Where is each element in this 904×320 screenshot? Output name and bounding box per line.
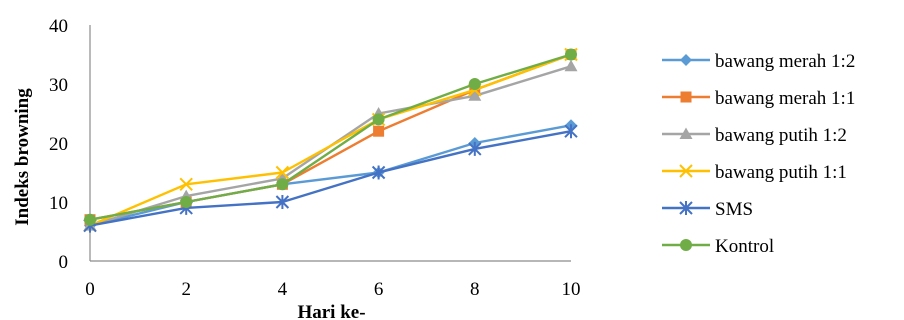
legend-label: bawang merah 1:2	[715, 51, 855, 72]
legend-item: bawang merah 1:1	[662, 88, 855, 109]
series-line	[89, 53, 572, 221]
data-point	[372, 113, 385, 126]
y-tick-label: 40	[49, 16, 68, 37]
x-tick-labels: 0 2 4 6 8 10	[85, 279, 580, 300]
legend-item: bawang putih 1:1	[662, 162, 847, 183]
x-axis-title: Hari ke-	[297, 302, 365, 320]
legend-marker	[679, 127, 693, 139]
data-point	[468, 78, 481, 90]
series-line	[89, 53, 572, 227]
y-tick-label: 10	[49, 193, 68, 214]
data-point	[468, 89, 482, 101]
legend-marker	[680, 54, 692, 66]
series-layer	[83, 47, 578, 233]
x-tick-label: 10	[562, 279, 581, 300]
data-point	[179, 177, 193, 192]
legend-label: bawang putih 1:2	[715, 125, 847, 146]
data-point	[276, 178, 289, 191]
data-point	[565, 48, 577, 61]
legend-label: bawang putih 1:1	[715, 162, 847, 183]
y-tick-label: 20	[49, 134, 68, 155]
y-tick-label: 0	[59, 252, 69, 273]
data-point	[468, 141, 482, 156]
legend-label: Kontrol	[715, 236, 774, 257]
data-point	[180, 196, 193, 208]
legend-label: SMS	[715, 199, 753, 220]
x-tick-label: 4	[278, 279, 288, 300]
data-point	[373, 125, 385, 137]
legend-marker	[679, 164, 693, 178]
data-point	[564, 59, 578, 72]
x-tick-label: 0	[85, 279, 95, 300]
y-axis-title: Indeks browning	[12, 88, 33, 226]
legend-marker	[679, 201, 693, 215]
x-tick-label: 2	[181, 279, 191, 300]
series-line	[89, 124, 572, 227]
legend-marker	[680, 239, 692, 251]
data-point	[275, 165, 290, 180]
legend: bawang merah 1:2 bawang merah 1:1 bawang p…	[662, 51, 855, 257]
data-point	[84, 213, 96, 226]
axes	[89, 25, 571, 262]
legend-item: bawang merah 1:2	[662, 51, 855, 72]
data-point	[275, 195, 290, 209]
series-kontrol	[84, 48, 577, 226]
x-tick-label: 6	[374, 279, 384, 300]
legend-item: Kontrol	[662, 236, 774, 257]
legend-label: bawang merah 1:1	[715, 88, 855, 109]
legend-marker	[680, 91, 692, 103]
legend-item: SMS	[662, 199, 753, 220]
data-point	[564, 124, 578, 139]
series-bawang-merah-1-2	[84, 119, 577, 232]
x-tick-label: 8	[470, 279, 480, 300]
legend-item: bawang putih 1:2	[662, 125, 847, 146]
y-tick-label: 30	[49, 75, 68, 96]
y-tick-labels: 0 10 20 30 40	[49, 16, 68, 273]
data-point	[371, 165, 386, 180]
series-line	[89, 130, 572, 227]
